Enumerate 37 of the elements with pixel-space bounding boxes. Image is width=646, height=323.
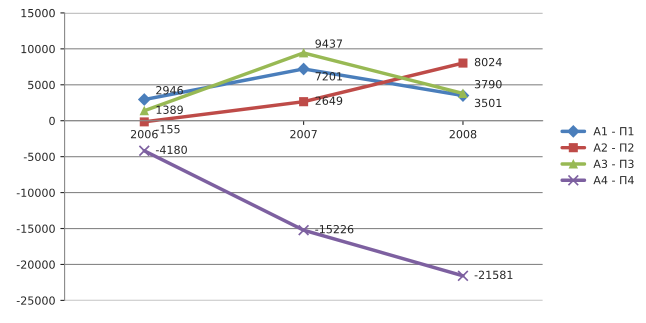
data-label: 2649: [316, 96, 342, 105]
y-tick-label: 5000: [28, 80, 55, 90]
point: [138, 93, 151, 106]
point: [298, 224, 310, 236]
point: [458, 58, 468, 68]
point: [140, 106, 149, 116]
data-label: 1389: [156, 106, 183, 114]
point: [297, 62, 310, 76]
point: [138, 145, 150, 156]
legend-label: А4 - П4: [593, 176, 634, 184]
data-label: -15226: [315, 224, 354, 234]
y-tick-label: -10000: [16, 188, 55, 197]
y-tick-label: 15000: [21, 8, 55, 18]
point: [457, 270, 469, 282]
data-label: -155: [156, 125, 180, 134]
y-tick-label: -20000: [16, 260, 55, 269]
data-label: -21581: [474, 270, 512, 280]
data-label: 9437: [315, 39, 342, 48]
legend-label: А2 - П2: [593, 143, 634, 152]
y-tick-label: 10000: [21, 44, 55, 54]
data-label: 3790: [474, 80, 502, 88]
data-label: 3501: [474, 98, 502, 108]
data-label: 2946: [156, 86, 183, 94]
point: [299, 97, 308, 106]
x-tick-label: 2006: [130, 130, 158, 138]
y-tick-label: -25000: [16, 296, 55, 305]
x-tick-label: 2008: [450, 130, 476, 138]
legend-label: А3 - П3: [593, 160, 634, 168]
y-tick-label: -5000: [24, 152, 55, 162]
data-label: 7201: [316, 72, 342, 81]
data-label: -4180: [156, 146, 187, 154]
point: [299, 48, 308, 58]
x-tick-label: 2007: [290, 130, 317, 138]
legend-label: А1 - П1: [593, 127, 634, 136]
y-tick-label: -15000: [16, 224, 55, 233]
data-label: 8024: [474, 58, 502, 66]
y-tick-label: 0: [49, 116, 55, 126]
